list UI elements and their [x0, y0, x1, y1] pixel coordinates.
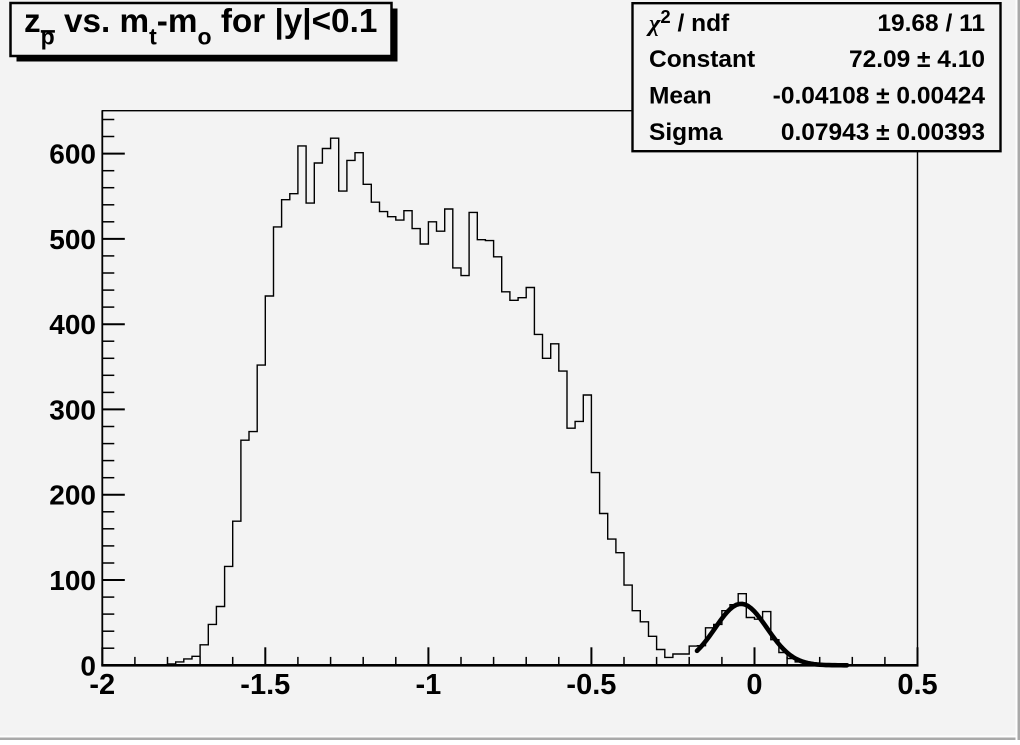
svg-text:χ2 / ndf: χ2 / ndf [646, 6, 730, 37]
svg-text:0: 0 [80, 650, 96, 681]
svg-text:-1.5: -1.5 [240, 669, 290, 701]
svg-text:72.09 ± 4.10: 72.09 ± 4.10 [849, 46, 985, 73]
svg-text:Constant: Constant [649, 46, 755, 73]
svg-text:0: 0 [746, 669, 762, 701]
svg-text:-0.04108 ± 0.00424: -0.04108 ± 0.00424 [773, 83, 986, 110]
svg-text:600: 600 [49, 139, 96, 170]
svg-text:200: 200 [49, 480, 96, 511]
svg-text:Sigma: Sigma [649, 119, 723, 146]
svg-text:400: 400 [49, 309, 96, 340]
svg-text:-0.5: -0.5 [566, 669, 616, 701]
svg-text:19.68 / 11: 19.68 / 11 [877, 10, 985, 37]
svg-text:-1: -1 [416, 669, 442, 701]
svg-text:500: 500 [49, 224, 96, 255]
svg-text:100: 100 [49, 565, 96, 596]
svg-text:0.07943 ± 0.00393: 0.07943 ± 0.00393 [781, 119, 985, 146]
svg-text:Mean: Mean [649, 83, 712, 110]
svg-text:300: 300 [49, 394, 96, 425]
svg-text:0.5: 0.5 [897, 669, 937, 701]
